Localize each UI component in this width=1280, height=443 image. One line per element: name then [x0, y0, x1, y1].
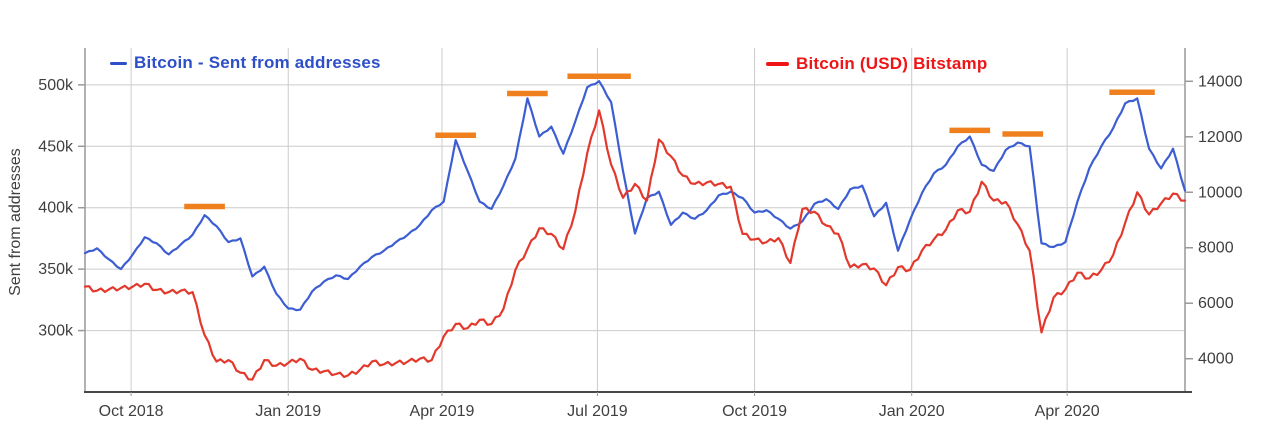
left-axis-tick-label: 300k [38, 323, 74, 340]
red-line-swatch-icon [766, 62, 789, 66]
x-axis-tick-label: Jul 2019 [567, 403, 628, 420]
right-axis-tick-label: 6000 [1198, 295, 1234, 312]
x-axis-tick-label: Oct 2019 [722, 403, 787, 420]
right-axis-tick-label: 10000 [1198, 184, 1243, 201]
x-axis-tick-label: Apr 2019 [410, 403, 475, 420]
x-axis-tick-label: Jan 2020 [879, 403, 945, 420]
legend-bitcoin-usd-label: Bitcoin (USD) Bitstamp [796, 54, 988, 73]
btc-usd-price-line [83, 109, 1187, 381]
right-axis-tick-label: 4000 [1198, 351, 1234, 368]
sent-from-addresses-line [83, 80, 1187, 312]
left-axis-title: Sent from addresses [7, 148, 24, 296]
right-axis-tick-label: 12000 [1198, 129, 1243, 146]
left-axis-tick-label: 350k [38, 261, 74, 278]
left-axis-tick-label: 500k [38, 77, 74, 94]
x-axis-tick-label: Oct 2018 [99, 403, 164, 420]
x-axis-tick-label: Apr 2020 [1035, 403, 1100, 420]
right-axis-tick-label: 8000 [1198, 240, 1234, 257]
legend-bitcoin-usd[interactable]: Bitcoin (USD) Bitstamp [766, 54, 987, 74]
legend-bitcoin-sent[interactable]: Bitcoin - Sent from addresses [110, 53, 381, 73]
legend-bitcoin-sent-label: Bitcoin - Sent from addresses [134, 53, 381, 72]
x-axis-tick-label: Jan 2019 [255, 403, 321, 420]
left-axis-tick-label: 450k [38, 138, 74, 155]
blue-line-swatch-icon [110, 61, 127, 65]
right-axis-tick-label: 14000 [1198, 73, 1243, 90]
left-axis-tick-label: 400k [38, 200, 74, 217]
